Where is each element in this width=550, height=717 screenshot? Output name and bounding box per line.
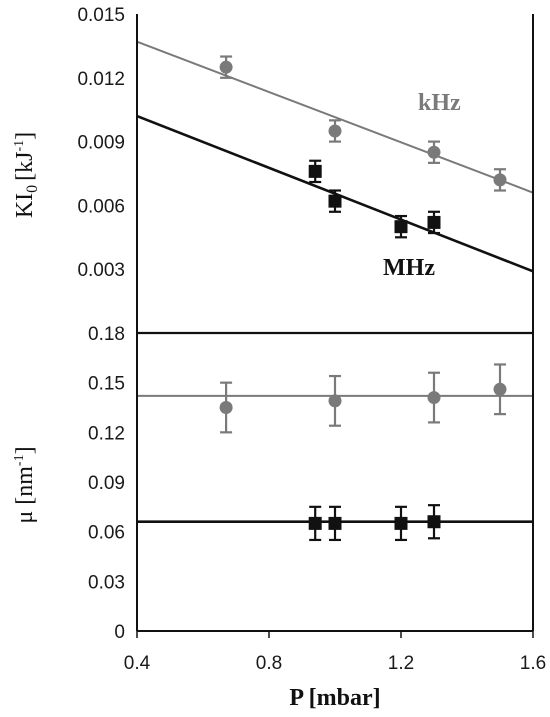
y-tick-label: 0.06 xyxy=(88,523,125,544)
data-point-mhz xyxy=(328,516,342,530)
y-tick-label: 0.12 xyxy=(88,423,125,444)
series-label-mhz: MHz xyxy=(383,255,435,281)
data-point-mhz xyxy=(308,164,322,178)
data-point-mhz xyxy=(394,516,408,530)
top-y-axis-title: KI0[kJ-1] xyxy=(12,132,41,218)
fit-line-khz xyxy=(136,40,534,194)
x-tick-label: 0.8 xyxy=(256,653,282,674)
data-point-mhz xyxy=(308,516,322,530)
data-point-khz xyxy=(493,382,507,396)
bottom-panel: 0.18 0.15 0.12 0.09 0.06 0.03 0 0.4 0.8 1.2 1.6 μ… xyxy=(12,324,546,711)
x-tick-labels: 0.4 0.8 1.2 1.6 xyxy=(124,631,546,674)
data-point-khz xyxy=(219,60,233,74)
y-tick-label: 0.003 xyxy=(77,260,125,281)
data-point-khz xyxy=(427,145,441,159)
data-point-khz xyxy=(328,124,342,138)
y-tick-label: 0 xyxy=(114,622,125,643)
y-tick-label: 0.012 xyxy=(77,69,125,90)
data-point-mhz xyxy=(394,220,408,234)
bottom-y-tick-labels: 0.18 0.15 0.12 0.09 0.06 0.03 0 xyxy=(88,324,125,643)
data-point-mhz xyxy=(427,215,441,229)
top-data-points xyxy=(219,60,507,234)
y-tick-label: 0.009 xyxy=(77,133,125,154)
y-tick-label: 0.09 xyxy=(88,473,125,494)
data-point-mhz xyxy=(427,515,441,529)
bottom-y-axis-title: μ [nm-1] xyxy=(12,446,38,523)
data-point-khz xyxy=(219,401,233,414)
bottom-data-points xyxy=(219,382,507,530)
y-tick-label: 0.006 xyxy=(77,196,125,217)
data-point-khz xyxy=(328,394,342,408)
y-tick-label: 0.15 xyxy=(88,374,125,395)
data-point-mhz xyxy=(328,194,342,208)
axis-frames xyxy=(136,14,534,632)
top-error-bars xyxy=(220,55,506,239)
y-tick-label: 0.03 xyxy=(88,572,125,593)
x-tick-label: 0.4 xyxy=(124,653,151,674)
data-point-khz xyxy=(427,391,441,405)
y-tick-label: 0.015 xyxy=(77,5,125,26)
data-point-khz xyxy=(493,173,507,187)
x-axis-title: P [mbar] xyxy=(289,685,380,711)
series-label-khz: kHz xyxy=(418,90,461,116)
top-y-tick-labels: 0.015 0.012 0.009 0.006 0.003 xyxy=(77,5,125,281)
x-tick-label: 1.2 xyxy=(388,653,414,674)
top-panel: 0.015 0.012 0.009 0.006 0.003 kHz MHz KI0[kJ… xyxy=(12,5,534,281)
top-fit-lines xyxy=(136,40,534,273)
y-tick-label: 0.18 xyxy=(88,324,125,345)
x-tick-label: 1.6 xyxy=(520,653,546,674)
bottom-error-bars xyxy=(220,363,506,542)
